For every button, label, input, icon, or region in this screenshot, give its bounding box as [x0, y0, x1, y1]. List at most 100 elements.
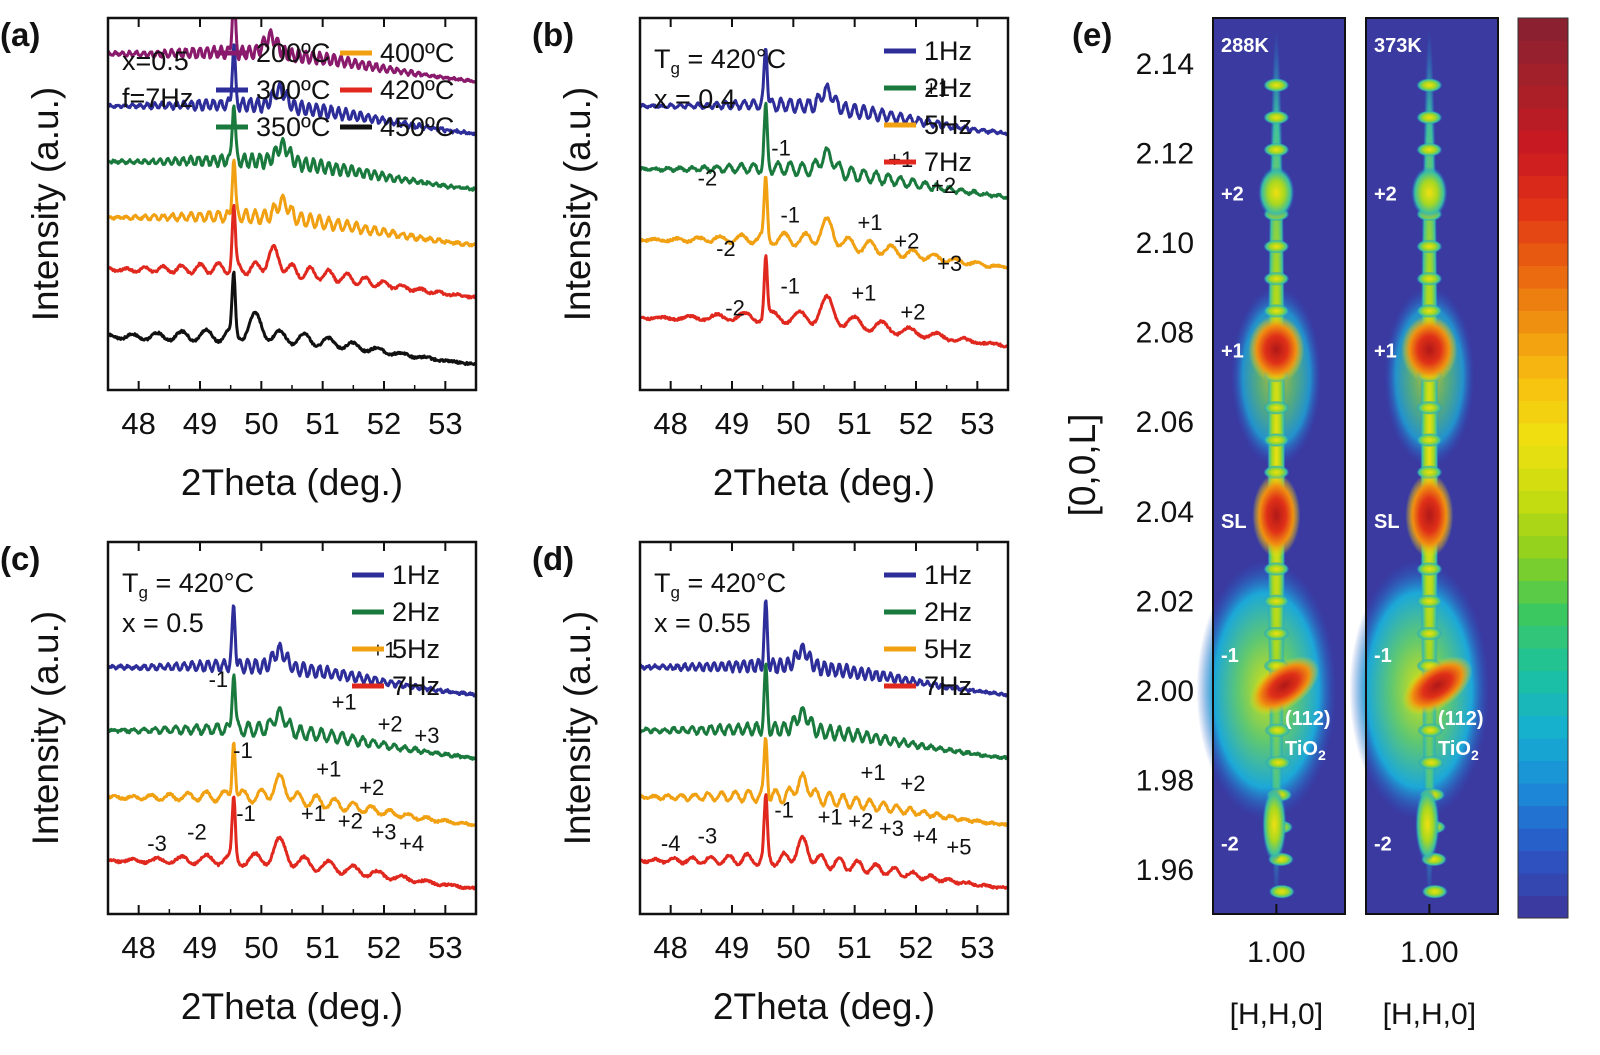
condition-text: f=7Hz: [122, 83, 193, 113]
legend-label: 350ºC: [256, 112, 330, 142]
fringe-spot: [1265, 755, 1292, 770]
series-line-7Hz: [640, 793, 1008, 890]
condition-subscript: g: [139, 583, 148, 602]
colorbar-segment: [1518, 153, 1568, 176]
legend-label: 5Hz: [392, 634, 440, 664]
panel-c-ylabel: Intensity (a.u.): [25, 611, 66, 845]
condition-text: Tg = 420°C: [122, 568, 254, 602]
condition-text: Tg = 420°C: [654, 44, 786, 78]
legend-label: 7Hz: [924, 147, 972, 177]
series-line-420ºC: [108, 203, 476, 300]
peak-annotation: -2: [716, 236, 736, 261]
map-temperature-label: 288K: [1221, 35, 1269, 57]
legend-label: 1Hz: [924, 560, 972, 590]
panel-c-annotations: +1-1+1+2+3-1+1+2-3-2-1+1+2+3+4: [147, 637, 439, 855]
peak-annotation: -1: [233, 738, 253, 763]
substrate-label: (112): [1438, 708, 1484, 730]
series-line-2Hz: [640, 101, 1008, 200]
series-line-2Hz: [108, 673, 476, 761]
series-line-7Hz: [108, 795, 476, 891]
x-tick-label: 50: [776, 406, 810, 441]
sl-peak-plus1: [1401, 315, 1458, 384]
panel-c: (c) Intensity (a.u.) 2Theta (deg.) 48 49 5…: [0, 540, 478, 1027]
x-tick-label: 48: [121, 406, 155, 441]
x-tick-label: 52: [367, 930, 401, 965]
panel-b-frame: [638, 16, 1010, 392]
condition-subscript: g: [671, 583, 680, 602]
fringe-spot: [1263, 433, 1290, 448]
lower-tail: [1415, 786, 1440, 863]
x-tick-label: 53: [960, 930, 994, 965]
fringe-spot: [1416, 594, 1443, 609]
x-tick-label: 50: [244, 406, 278, 441]
colorbar-segment: [1518, 355, 1568, 379]
series-line-1Hz: [108, 604, 476, 698]
panel-c-xlabel: 2Theta (deg.): [181, 986, 403, 1027]
x-tick-label: 50: [244, 930, 278, 965]
peak-annotation: -2: [725, 296, 745, 321]
sl-peak-plus1: [1248, 315, 1305, 384]
substrate-formula: TiO: [1285, 738, 1318, 760]
colorbar-segment: [1518, 805, 1568, 829]
legend-label: 200ºC: [256, 38, 330, 68]
colorbar-segment: [1518, 895, 1568, 919]
fringe-spot: [1418, 755, 1445, 770]
panel-b-annotations: +1 -1 +1 -2 +2 -1 +1 -2 +2 +3 -1 +1 -2 +2: [698, 76, 963, 324]
substrate-subscript: 2: [1318, 747, 1326, 763]
x-tick-label: 49: [715, 406, 749, 441]
panel-b-ylabel: Intensity (a.u.): [557, 87, 598, 321]
colorbar-segment: [1518, 18, 1568, 41]
x-tick-label: 1.00: [1400, 936, 1458, 969]
x-tick-label: 51: [837, 406, 871, 441]
legend-label: 7Hz: [392, 671, 440, 701]
map-order-label: -1: [1221, 645, 1239, 667]
series-line-5Hz: [108, 741, 476, 828]
colorbar-segment: [1518, 175, 1568, 199]
x-axis-label: [H,H,0]: [1230, 998, 1323, 1031]
x-tick-label: 1.00: [1247, 936, 1305, 969]
series-line-400ºC: [108, 158, 476, 248]
condition-text: x = 0.55: [654, 608, 751, 638]
colorbar-segment: [1518, 760, 1568, 784]
peak-annotation: -3: [698, 823, 718, 848]
panel-c-conditions: Tg = 420°C x = 0.5: [122, 568, 254, 638]
peak-annotation: +2: [848, 808, 873, 833]
panel-a-tag: (a): [0, 16, 40, 53]
condition-text: x = 0.4: [654, 84, 736, 114]
fringe-spot: [1416, 110, 1443, 125]
legend-label: 2Hz: [924, 73, 972, 103]
panel-c-x-ticks: 48 49 50 51 52 53: [121, 542, 463, 965]
colorbar-segment: [1518, 198, 1568, 221]
fringe-spot: [1416, 239, 1443, 254]
map-order-label: +2: [1221, 184, 1244, 206]
panel-d-conditions: Tg = 420°C x = 0.55: [654, 568, 786, 638]
substrate-peak: [1402, 656, 1473, 715]
peak-annotation: +1: [925, 76, 950, 101]
colorbar-segment: [1518, 40, 1568, 64]
y-tick-label: 1.98: [1136, 765, 1194, 798]
colorbar-segment: [1518, 693, 1568, 716]
peak-annotation: -2: [698, 165, 718, 190]
panel-e-tag: (e): [1072, 16, 1112, 53]
x-tick-label: 49: [183, 406, 217, 441]
condition-value: = 420°C: [680, 568, 786, 598]
sl-peak-plus2: [1258, 166, 1295, 219]
panel-d-legend: 1Hz 2Hz 5Hz 7Hz: [884, 560, 972, 701]
fringe-spot: [1416, 142, 1443, 157]
fringe-spot: [1263, 400, 1290, 415]
colorbar-segment: [1518, 108, 1568, 131]
x-tick-label: 53: [428, 406, 462, 441]
colorbar-segment: [1518, 850, 1568, 874]
panel-b-tag: (b): [532, 16, 574, 53]
peak-annotation: +2: [378, 712, 403, 737]
colorbar-segment: [1518, 378, 1568, 401]
peak-annotation: +2: [931, 173, 956, 198]
colorbar-segment: [1518, 310, 1568, 334]
series-line-350ºC: [108, 104, 476, 192]
colorbar-segment: [1518, 288, 1568, 311]
legend-label: 7Hz: [924, 671, 972, 701]
peak-annotation: +2: [894, 229, 919, 254]
fringe-spot: [1263, 78, 1290, 93]
peak-annotation: -1: [780, 273, 800, 298]
colorbar-segment: [1518, 738, 1568, 761]
